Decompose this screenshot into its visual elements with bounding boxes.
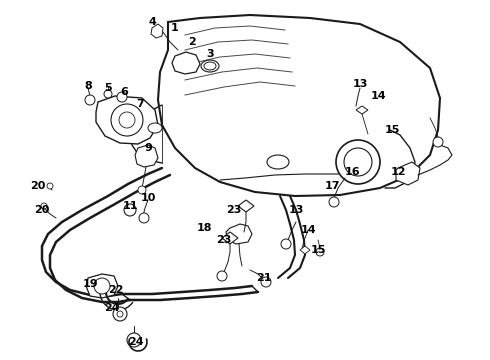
Polygon shape (172, 52, 200, 74)
Ellipse shape (201, 60, 219, 72)
Text: 10: 10 (140, 193, 156, 203)
Polygon shape (226, 224, 252, 244)
Text: 2: 2 (188, 37, 196, 47)
Ellipse shape (148, 123, 162, 133)
Text: 22: 22 (108, 285, 124, 295)
Circle shape (113, 307, 127, 321)
Text: 6: 6 (120, 87, 128, 97)
Polygon shape (300, 246, 310, 254)
Text: 23: 23 (216, 235, 232, 245)
Circle shape (281, 239, 291, 249)
Text: 3: 3 (206, 49, 214, 59)
Text: 18: 18 (196, 223, 212, 233)
Text: 13: 13 (352, 79, 368, 89)
Text: 19: 19 (82, 279, 98, 289)
Polygon shape (222, 232, 238, 244)
Text: 24: 24 (128, 337, 144, 347)
Circle shape (344, 148, 372, 176)
Polygon shape (158, 15, 440, 196)
Polygon shape (135, 145, 158, 167)
Circle shape (85, 95, 95, 105)
Text: 4: 4 (148, 17, 156, 27)
Polygon shape (238, 200, 254, 212)
Circle shape (261, 277, 271, 287)
Text: 20: 20 (34, 205, 49, 215)
Circle shape (94, 278, 110, 294)
Text: 9: 9 (144, 143, 152, 153)
Ellipse shape (267, 155, 289, 169)
Text: 21: 21 (256, 273, 272, 283)
Circle shape (47, 183, 53, 189)
Circle shape (329, 197, 339, 207)
Polygon shape (151, 24, 163, 38)
Text: 14: 14 (370, 91, 386, 101)
Text: 13: 13 (288, 205, 304, 215)
Text: 12: 12 (390, 167, 406, 177)
Text: 8: 8 (84, 81, 92, 91)
Text: 15: 15 (310, 245, 326, 255)
Text: 14: 14 (300, 225, 316, 235)
Circle shape (139, 213, 149, 223)
Polygon shape (96, 96, 158, 144)
Polygon shape (356, 106, 368, 114)
Text: 7: 7 (136, 99, 144, 109)
Text: 20: 20 (30, 181, 46, 191)
Circle shape (119, 112, 135, 128)
Polygon shape (396, 162, 420, 185)
Circle shape (111, 104, 143, 136)
Text: 11: 11 (122, 201, 138, 211)
Circle shape (117, 311, 123, 317)
Text: 15: 15 (384, 125, 400, 135)
Text: 17: 17 (324, 181, 340, 191)
Circle shape (117, 92, 127, 102)
Ellipse shape (204, 62, 216, 70)
Text: 1: 1 (171, 23, 179, 33)
Circle shape (433, 137, 443, 147)
Circle shape (104, 90, 112, 98)
Circle shape (138, 186, 146, 194)
Circle shape (127, 333, 141, 347)
Circle shape (41, 203, 47, 209)
Circle shape (217, 271, 227, 281)
Circle shape (124, 204, 136, 216)
Text: 24: 24 (104, 303, 120, 313)
Polygon shape (86, 274, 118, 298)
Circle shape (336, 140, 380, 184)
Text: 23: 23 (226, 205, 242, 215)
Text: 5: 5 (104, 83, 112, 93)
Text: 16: 16 (344, 167, 360, 177)
Circle shape (316, 248, 324, 256)
